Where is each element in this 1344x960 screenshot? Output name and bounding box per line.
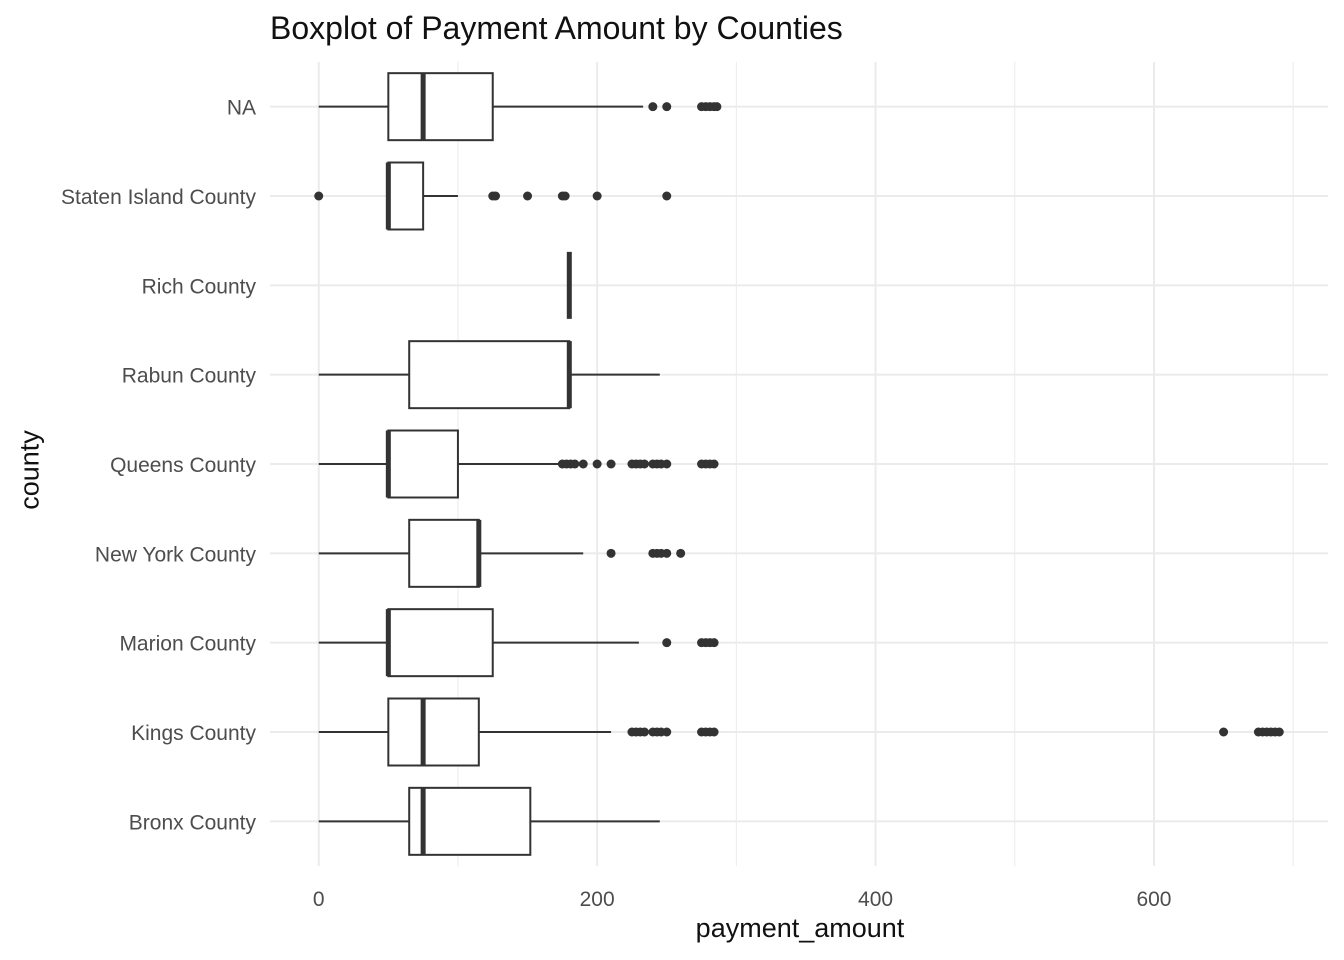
outlier-point	[648, 102, 658, 112]
box-iqr	[408, 518, 480, 588]
outlier-point	[639, 459, 649, 469]
x-axis-label: payment_amount	[695, 913, 905, 943]
outlier-point	[709, 638, 719, 648]
outlier-point	[1274, 727, 1284, 737]
y-tick-label: Rich County	[142, 275, 257, 298]
y-tick-label: Staten Island County	[61, 186, 256, 209]
outlier-point	[592, 191, 602, 201]
y-tick-label: New York County	[95, 543, 257, 566]
y-tick-label: Bronx County	[129, 811, 257, 834]
box-iqr	[387, 697, 480, 767]
outlier-point	[709, 459, 719, 469]
y-tick-label: Kings County	[131, 722, 256, 745]
outlier-point	[523, 191, 533, 201]
outlier-point	[314, 191, 324, 201]
outlier-point	[639, 727, 649, 737]
outlier-point	[662, 727, 672, 737]
outlier-point	[712, 102, 722, 112]
outlier-point	[662, 548, 672, 558]
box-iqr	[387, 161, 425, 231]
x-tick-label: 0	[313, 888, 325, 911]
outlier-point	[662, 638, 672, 648]
outlier-point	[560, 191, 570, 201]
x-tick-label: 200	[580, 888, 615, 911]
y-tick-label: Rabun County	[122, 365, 257, 388]
outlier-point	[606, 459, 616, 469]
outlier-point	[592, 459, 602, 469]
x-tick-label: 400	[858, 888, 893, 911]
outlier-point	[1219, 727, 1229, 737]
outlier-point	[662, 191, 672, 201]
box-iqr	[387, 608, 494, 678]
box-iqr	[408, 340, 571, 410]
y-tick-label: Queens County	[110, 454, 256, 477]
chart-title: Boxplot of Payment Amount by Counties	[270, 10, 843, 46]
y-tick-label: NA	[227, 97, 256, 120]
outlier-point	[570, 459, 580, 469]
outlier-point	[606, 548, 616, 558]
x-tick-label: 600	[1136, 888, 1171, 911]
outlier-point	[491, 191, 501, 201]
box-iqr	[387, 429, 459, 499]
outlier-point	[709, 727, 719, 737]
outlier-point	[676, 548, 686, 558]
box-iqr	[408, 786, 532, 856]
outlier-point	[578, 459, 588, 469]
outlier-point	[662, 102, 672, 112]
box-iqr	[387, 72, 494, 142]
y-tick-label: Marion County	[119, 633, 256, 656]
outlier-point	[662, 459, 672, 469]
